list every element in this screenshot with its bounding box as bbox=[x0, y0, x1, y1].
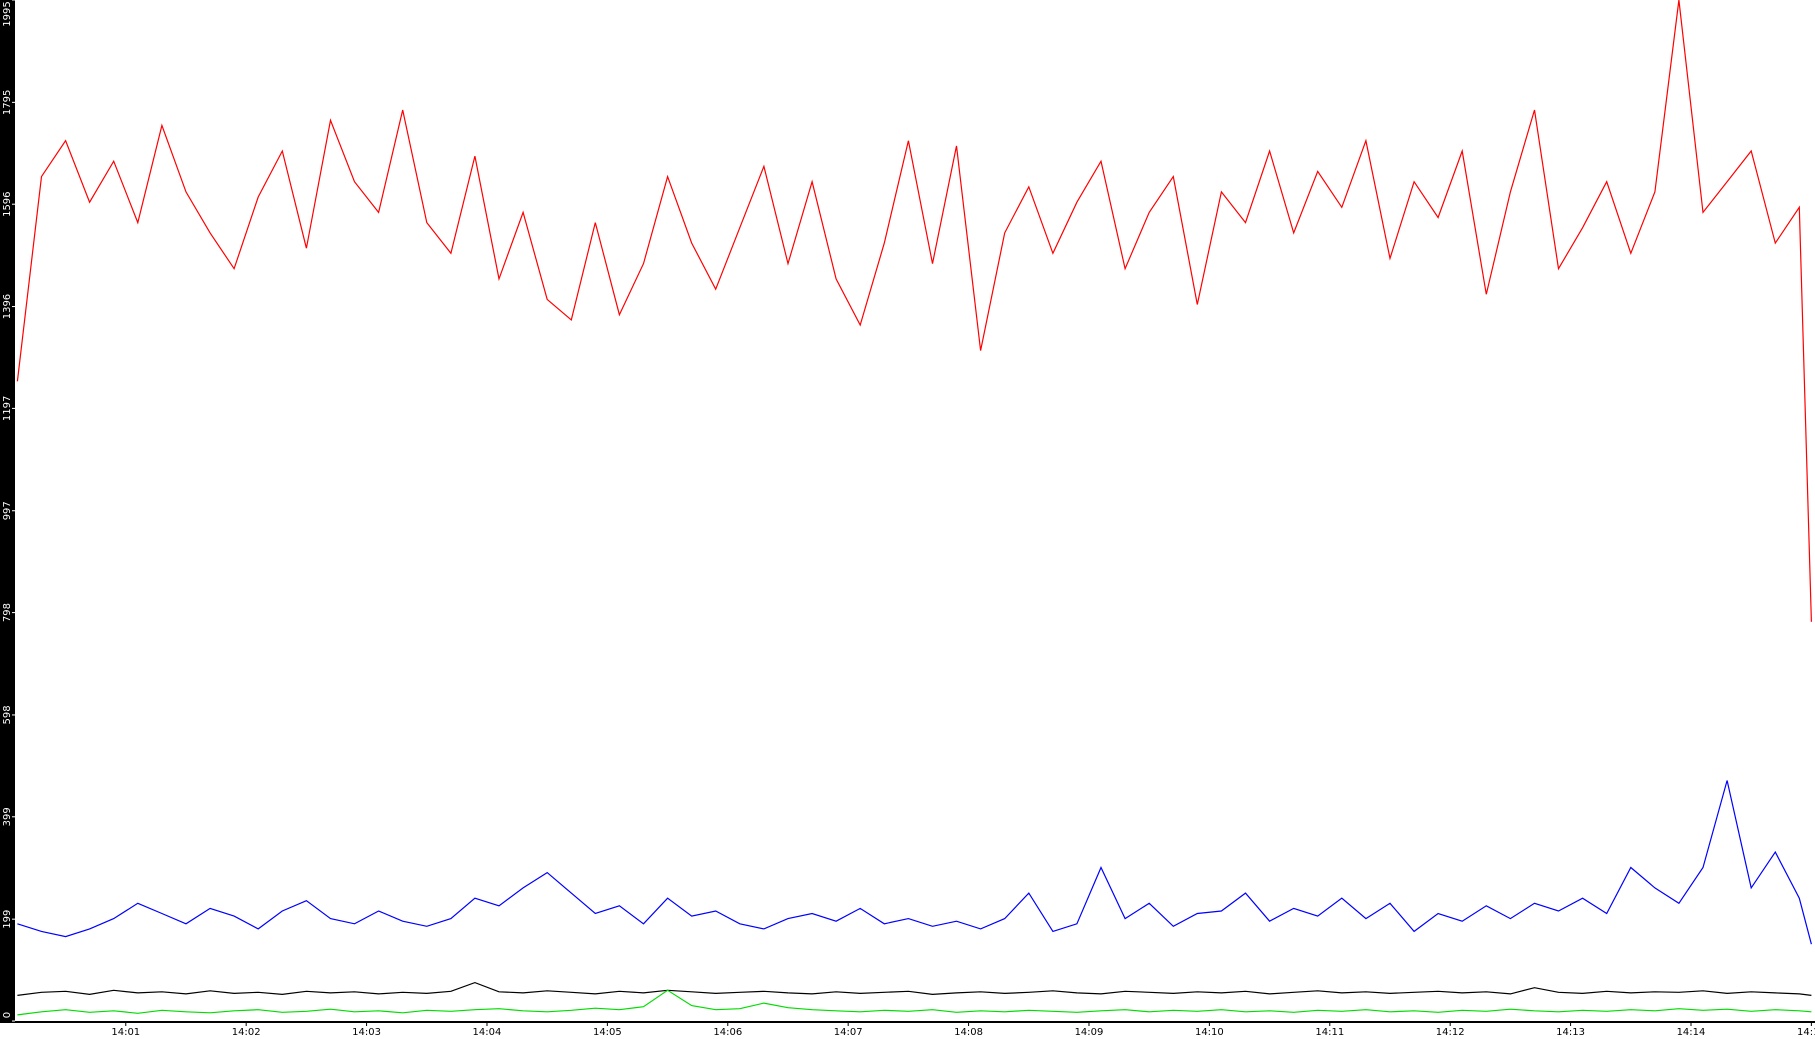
y-tick-label: 1995 bbox=[2, 1, 13, 26]
y-tick-label: 997 bbox=[2, 501, 13, 520]
y-tick-label: 798 bbox=[2, 603, 13, 622]
x-tick-label: 14:01 bbox=[111, 1027, 140, 1038]
x-tick-label: 14:03 bbox=[352, 1027, 381, 1038]
x-tick-label: 14:10 bbox=[1195, 1027, 1224, 1038]
y-tick-label: 598 bbox=[2, 705, 13, 724]
x-tick-label: 14:14 bbox=[1677, 1027, 1706, 1038]
y-tick-label: 1396 bbox=[2, 294, 13, 319]
series-line bbox=[17, 981, 1812, 996]
x-tick-label: 14:15 bbox=[1797, 1027, 1815, 1038]
x-tick-label: 14:05 bbox=[593, 1027, 622, 1038]
y-axis-strip bbox=[0, 0, 15, 1023]
series-line bbox=[17, 989, 1812, 1016]
x-tick-label: 14:11 bbox=[1315, 1027, 1344, 1038]
y-tick-label: 199 bbox=[2, 910, 13, 929]
x-tick-label: 14:09 bbox=[1075, 1027, 1104, 1038]
x-tick-label: 14:08 bbox=[954, 1027, 983, 1038]
x-tick-label: 14:07 bbox=[834, 1027, 863, 1038]
series-line bbox=[17, 780, 1812, 945]
y-tick-label: 0 bbox=[2, 1012, 13, 1018]
y-tick-label: 1795 bbox=[2, 90, 13, 115]
x-tick-label: 14:06 bbox=[713, 1027, 742, 1038]
y-tick-label: 1197 bbox=[2, 396, 13, 421]
x-tick-label: 14:04 bbox=[473, 1027, 502, 1038]
x-tick-label: 14:12 bbox=[1436, 1027, 1465, 1038]
x-tick-label: 14:13 bbox=[1556, 1027, 1585, 1038]
x-tick-label: 14:02 bbox=[232, 1027, 261, 1038]
y-tick-label: 399 bbox=[2, 807, 13, 826]
series-line bbox=[16, 0, 1812, 622]
y-tick-label: 1596 bbox=[2, 191, 13, 216]
